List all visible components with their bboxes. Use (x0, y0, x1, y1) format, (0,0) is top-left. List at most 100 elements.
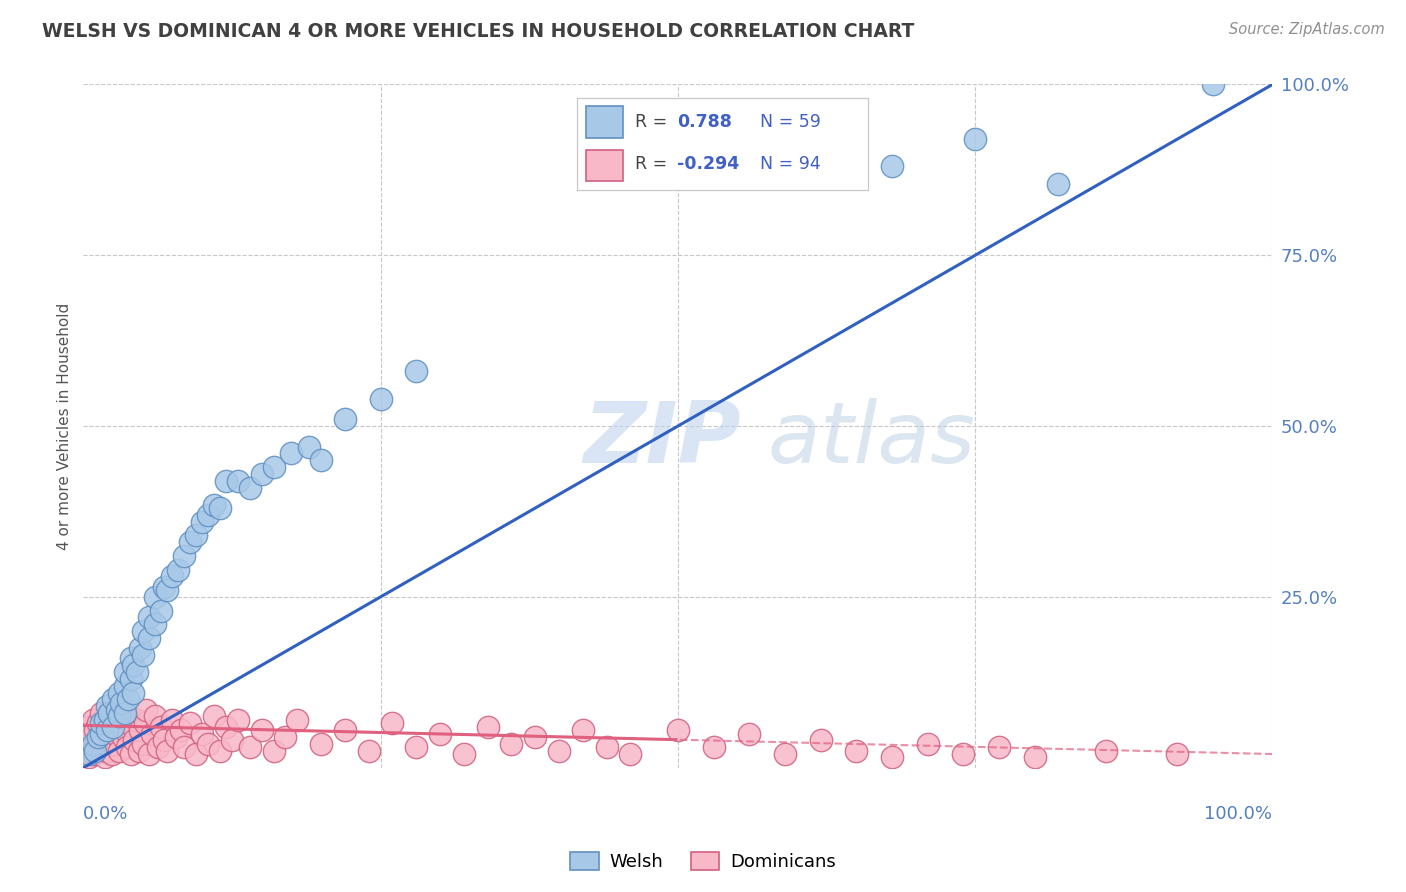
Point (76, 744, 98, 758)
Point (108, 709, 131, 723)
Point (84, 744, 107, 758)
Point (845, 744, 868, 758)
Point (90, 716, 112, 731)
Point (98, 733, 121, 747)
Point (965, 132, 987, 146)
Point (143, 617, 166, 632)
Point (77, 720, 100, 734)
Text: atlas: atlas (768, 398, 976, 482)
Text: 100.0%: 100.0% (1205, 805, 1272, 823)
Point (111, 730, 134, 744)
Point (162, 569, 184, 583)
Point (250, 723, 273, 738)
Point (114, 706, 136, 720)
Point (132, 737, 155, 751)
Point (263, 460, 285, 475)
Point (125, 713, 148, 727)
Point (170, 723, 193, 738)
Point (128, 744, 150, 758)
Legend: Welsh, Dominicans: Welsh, Dominicans (562, 846, 844, 879)
Point (186, 528, 208, 542)
Point (1166, 747, 1188, 761)
Point (120, 747, 142, 761)
Point (357, 744, 380, 758)
Point (197, 737, 219, 751)
Point (197, 508, 219, 522)
Point (93, 750, 115, 764)
Point (274, 730, 297, 744)
Point (298, 440, 321, 454)
Point (381, 716, 404, 731)
Point (1024, 750, 1046, 764)
Point (1202, 78, 1225, 92)
Point (101, 720, 124, 734)
Point (104, 726, 127, 740)
Point (120, 672, 142, 686)
Point (1095, 744, 1118, 758)
Point (221, 733, 243, 747)
Point (89, 730, 111, 744)
Point (87, 744, 110, 758)
Point (90, 726, 112, 740)
Point (191, 515, 214, 529)
Point (82, 737, 104, 751)
Point (114, 665, 136, 679)
Point (880, 750, 903, 764)
Point (191, 726, 214, 740)
Point (405, 740, 427, 755)
Point (79, 726, 101, 740)
Point (149, 603, 172, 617)
Point (93, 720, 115, 734)
Point (263, 744, 285, 758)
Point (101, 692, 124, 706)
Point (90, 706, 112, 720)
Point (162, 713, 184, 727)
Point (666, 723, 689, 738)
Point (250, 467, 273, 481)
Point (117, 740, 139, 755)
Point (309, 737, 332, 751)
Point (226, 474, 249, 488)
Point (129, 723, 152, 738)
Point (122, 685, 145, 699)
Point (209, 501, 232, 516)
Point (125, 665, 148, 679)
Point (309, 453, 332, 467)
Point (333, 412, 356, 426)
Point (571, 723, 593, 738)
Point (108, 744, 131, 758)
Point (138, 610, 160, 624)
Point (149, 720, 172, 734)
Text: 0.0%: 0.0% (83, 805, 129, 823)
Point (370, 392, 392, 406)
Point (143, 709, 166, 723)
Point (952, 747, 974, 761)
Point (880, 160, 903, 174)
Point (138, 747, 160, 761)
Point (333, 723, 356, 738)
Point (501, 737, 523, 751)
Point (96, 744, 118, 758)
Point (103, 737, 125, 751)
Point (122, 658, 145, 673)
Point (209, 744, 232, 758)
Point (215, 720, 238, 734)
Point (101, 720, 124, 734)
Point (108, 685, 131, 699)
Point (153, 580, 176, 594)
Point (75, 733, 97, 747)
Point (143, 590, 166, 604)
Point (179, 535, 201, 549)
Point (132, 624, 155, 638)
Point (80, 740, 103, 755)
Point (101, 747, 124, 761)
Point (86, 737, 108, 751)
Point (91, 740, 114, 755)
Point (93, 713, 115, 727)
Point (110, 696, 132, 710)
Point (84, 723, 107, 738)
Point (98, 706, 121, 720)
Point (186, 747, 208, 761)
Point (179, 716, 201, 731)
Point (138, 631, 160, 645)
